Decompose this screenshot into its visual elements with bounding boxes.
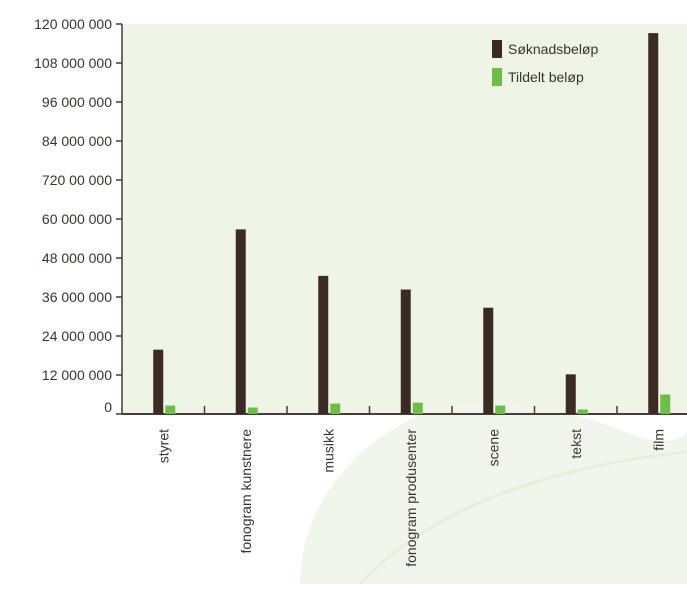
x-category-label: styret xyxy=(155,429,171,463)
bar-tildelt-belop xyxy=(165,405,176,414)
bar-soknadsbelop xyxy=(565,374,576,414)
bar-soknadsbelop xyxy=(400,289,411,414)
y-tick-label: 60 000 000 xyxy=(42,211,112,227)
x-category-label: musikk xyxy=(320,428,336,473)
y-tick-label: 24 000 000 xyxy=(42,328,112,344)
x-category-label: fonogram produsenter xyxy=(403,429,419,567)
bar-tildelt-belop xyxy=(577,409,588,414)
bar-soknadsbelop xyxy=(318,275,329,414)
y-tick-label: 36 000 000 xyxy=(42,289,112,305)
legend-swatch-tildelt-belop xyxy=(492,68,502,86)
bar-tildelt-belop xyxy=(495,405,506,414)
legend-label-soknadsbelop: Søknadsbeløp xyxy=(508,41,598,57)
y-tick-label: 720 00 000 xyxy=(42,172,112,188)
bar-tildelt-belop xyxy=(247,407,258,414)
bar-soknadsbelop xyxy=(235,229,246,414)
bar-soknadsbelop xyxy=(153,349,164,414)
x-category-label: scene xyxy=(485,429,501,467)
y-tick-label: 48 000 000 xyxy=(42,250,112,266)
leaf-watermark xyxy=(300,404,687,584)
x-category-label: film xyxy=(650,429,666,451)
bar-tildelt-belop xyxy=(330,403,341,414)
legend-label-tildelt-belop: Tildelt beløp xyxy=(508,69,584,85)
y-tick-label: 120 000 000 xyxy=(34,16,112,32)
leaf-vein xyxy=(358,450,687,586)
y-tick-label: 12 000 000 xyxy=(42,367,112,383)
y-tick-label: 0 xyxy=(104,399,112,415)
bar-tildelt-belop xyxy=(412,402,423,414)
y-tick-label: 84 000 000 xyxy=(42,133,112,149)
y-tick-label: 108 000 000 xyxy=(34,55,112,71)
x-category-label: fonogram kunstnere xyxy=(238,429,254,554)
bar-soknadsbelop xyxy=(483,307,494,414)
y-tick-label: 96 000 000 xyxy=(42,94,112,110)
bar-soknadsbelop xyxy=(648,33,659,414)
x-category-label: tekst xyxy=(568,429,584,459)
bar-tildelt-belop xyxy=(660,394,671,414)
legend-swatch-soknadsbelop xyxy=(492,40,502,58)
